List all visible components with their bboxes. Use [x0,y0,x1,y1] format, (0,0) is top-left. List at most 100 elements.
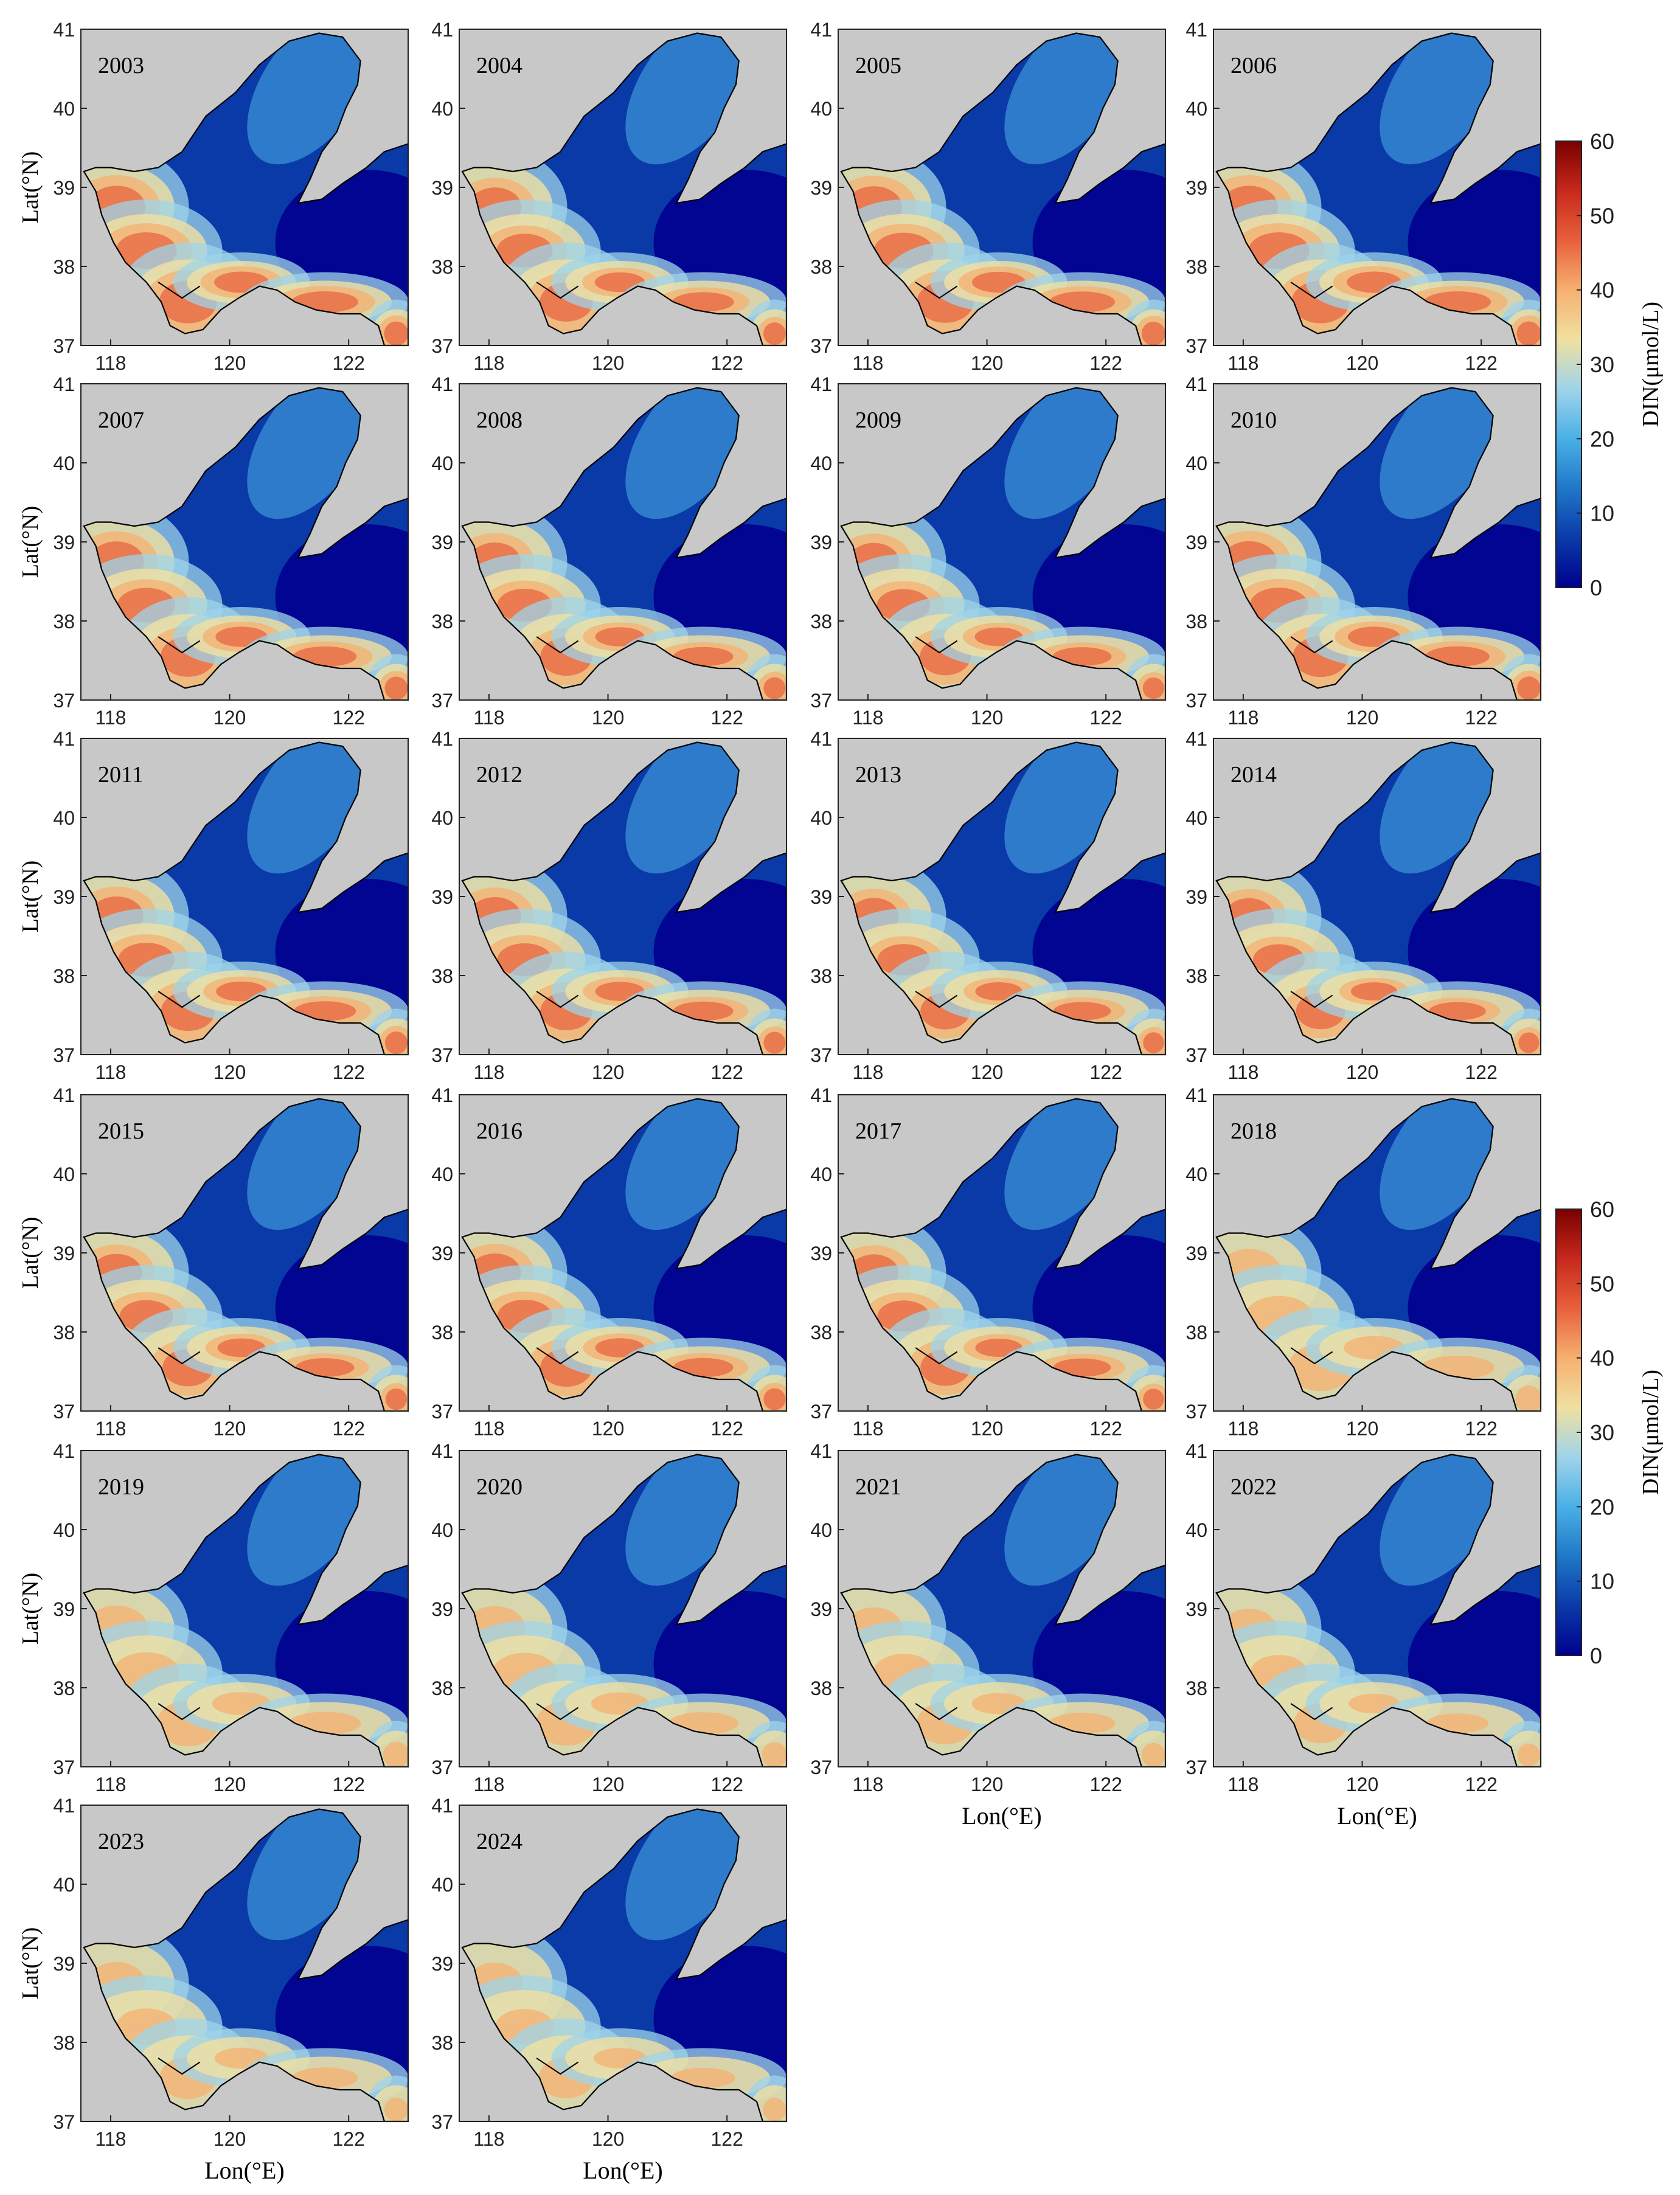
ytick-label-2012-41: 41 [431,728,453,750]
ytick-label-2009-37: 37 [810,690,832,712]
year-label-2024: 2024 [476,1829,522,1854]
ytick-label-2015-40: 40 [53,1163,75,1185]
coastline-2006 [1215,32,1542,347]
ytick-label-2018-38: 38 [1185,1322,1207,1344]
ytick-label-2004-38: 38 [431,256,453,278]
ytick-label-2010-41: 41 [1185,373,1207,395]
xtick-label-2008-118: 118 [473,707,504,729]
year-label-2010: 2010 [1230,407,1277,433]
xtick-label-2004-120: 120 [592,352,624,374]
ytick-label-2021-38: 38 [810,1677,832,1699]
ytick-label-2019-41: 41 [53,1440,75,1462]
ytick-label-2006-40: 40 [1185,98,1207,120]
year-label-2007: 2007 [98,407,144,433]
ytick-label-2009-41: 41 [810,373,832,395]
ytick-label-2008-37: 37 [431,690,453,712]
ylabel-row-3: Lat(°N) [18,1217,43,1289]
xtick-label-2017-118: 118 [852,1418,883,1440]
ytick-label-2010-37: 37 [1185,690,1207,712]
coastline-2005 [840,32,1167,347]
ytick-label-2005-41: 41 [810,19,832,41]
coastline-2018 [1215,1098,1542,1412]
ytick-label-2022-38: 38 [1185,1677,1207,1699]
ytick-label-2008-39: 39 [431,532,453,553]
ytick-label-2017-39: 39 [810,1243,832,1264]
ytick-label-2011-37: 37 [53,1044,75,1066]
year-label-2018: 2018 [1230,1118,1277,1144]
ytick-label-2012-37: 37 [431,1044,453,1066]
year-label-2020: 2020 [476,1474,522,1500]
xtick-label-2003-122: 122 [332,352,364,374]
ytick-label-2015-37: 37 [53,1401,75,1423]
ytick-label-2004-40: 40 [431,98,453,120]
ytick-label-2015-38: 38 [53,1322,75,1344]
xtick-label-2009-122: 122 [1089,707,1122,729]
river-mouth-2017 [915,1347,958,1365]
ytick-label-2023-38: 38 [53,2032,75,2054]
xtick-label-2006-120: 120 [1346,352,1378,374]
colorbar-tick-20: 20 [1590,426,1614,451]
ylabel-row-0: Lat(°N) [18,151,43,224]
xtick-label-2003-120: 120 [213,352,246,374]
ytick-label-2003-41: 41 [53,19,75,41]
ytick-label-2014-40: 40 [1185,807,1207,829]
xtick-label-2023-118: 118 [95,2128,126,2150]
panel-2008: 2008 37 38 39 40 41 118 120 122 [431,373,788,729]
xtick-label-2012-120: 120 [592,1061,624,1083]
ytick-label-2016-41: 41 [431,1084,453,1106]
year-label-2015: 2015 [98,1118,144,1144]
river-mouth-2018 [1290,1347,1333,1365]
year-label-2022: 2022 [1230,1474,1277,1500]
ytick-label-2010-39: 39 [1185,532,1207,553]
ytick-label-2018-39: 39 [1185,1243,1207,1264]
xtick-label-2021-120: 120 [971,1774,1003,1795]
river-mouth-2006 [1290,282,1333,299]
ytick-label-2006-39: 39 [1185,177,1207,199]
xtick-label-2011-122: 122 [332,1061,364,1083]
river-mouth-2022 [1290,1703,1333,1721]
ytick-label-2007-40: 40 [53,453,75,474]
river-mouth-2019 [158,1703,201,1721]
xtick-label-2022-122: 122 [1465,1774,1497,1795]
ytick-label-2004-41: 41 [431,19,453,41]
panel-2003: 2003 37 38 39 40 41 118 120 122 [53,19,409,374]
panel-2015: 2015 37 38 39 40 41 118 120 122 [53,1084,409,1440]
colorbar-1: 0 10 20 30 40 50 60 DIN(μmol/L) [1555,129,1664,600]
coastline-2017 [840,1098,1167,1412]
ytick-label-2018-40: 40 [1185,1163,1207,1185]
river-mouth-2021 [915,1703,958,1721]
xtick-label-2010-118: 118 [1227,707,1258,729]
xtick-label-2023-120: 120 [213,2128,246,2150]
xtick-label-2006-118: 118 [1227,352,1258,374]
ylabel-row-5: Lat(°N) [18,1927,43,2000]
ytick-label-2006-41: 41 [1185,19,1207,41]
panel-2011: 2011 37 38 39 40 41 118 120 122 [53,728,409,1083]
xtick-label-2009-120: 120 [971,707,1003,729]
coastline-2024 [461,1808,788,2123]
ytick-label-2008-38: 38 [431,611,453,633]
colorbar-2: 0 10 20 30 40 50 60 DIN(μmol/L) [1555,1197,1664,1668]
river-mouth-2014 [1290,991,1333,1008]
ytick-label-2020-38: 38 [431,1677,453,1699]
xtick-label-2012-122: 122 [710,1061,743,1083]
ytick-label-2014-41: 41 [1185,728,1207,750]
ytick-label-2004-37: 37 [431,335,453,357]
river-mouth-2016 [536,1347,579,1365]
river-mouth-2010 [1290,636,1333,654]
ytick-label-2016-37: 37 [431,1401,453,1423]
ytick-label-2017-37: 37 [810,1401,832,1423]
colorbar-tick-10: 10 [1590,1569,1614,1594]
xtick-label-2017-122: 122 [1089,1418,1122,1440]
coastline-2015 [83,1098,409,1412]
colorbar-tick-0: 0 [1590,1643,1602,1668]
axis-labels: Lat(°N) Lat(°N) Lat(°N) Lat(°N) Lat(°N) Lat(°… [18,151,1417,2184]
ytick-label-2003-39: 39 [53,177,75,199]
xtick-label-2005-122: 122 [1089,352,1122,374]
year-label-2016: 2016 [476,1118,522,1144]
panel-2012: 2012 37 38 39 40 41 118 120 122 [431,728,788,1083]
ytick-label-2014-39: 39 [1185,886,1207,908]
ytick-label-2013-38: 38 [810,965,832,987]
panel-2017: 2017 37 38 39 40 41 118 120 122 [810,1084,1167,1440]
ytick-label-2017-41: 41 [810,1084,832,1106]
